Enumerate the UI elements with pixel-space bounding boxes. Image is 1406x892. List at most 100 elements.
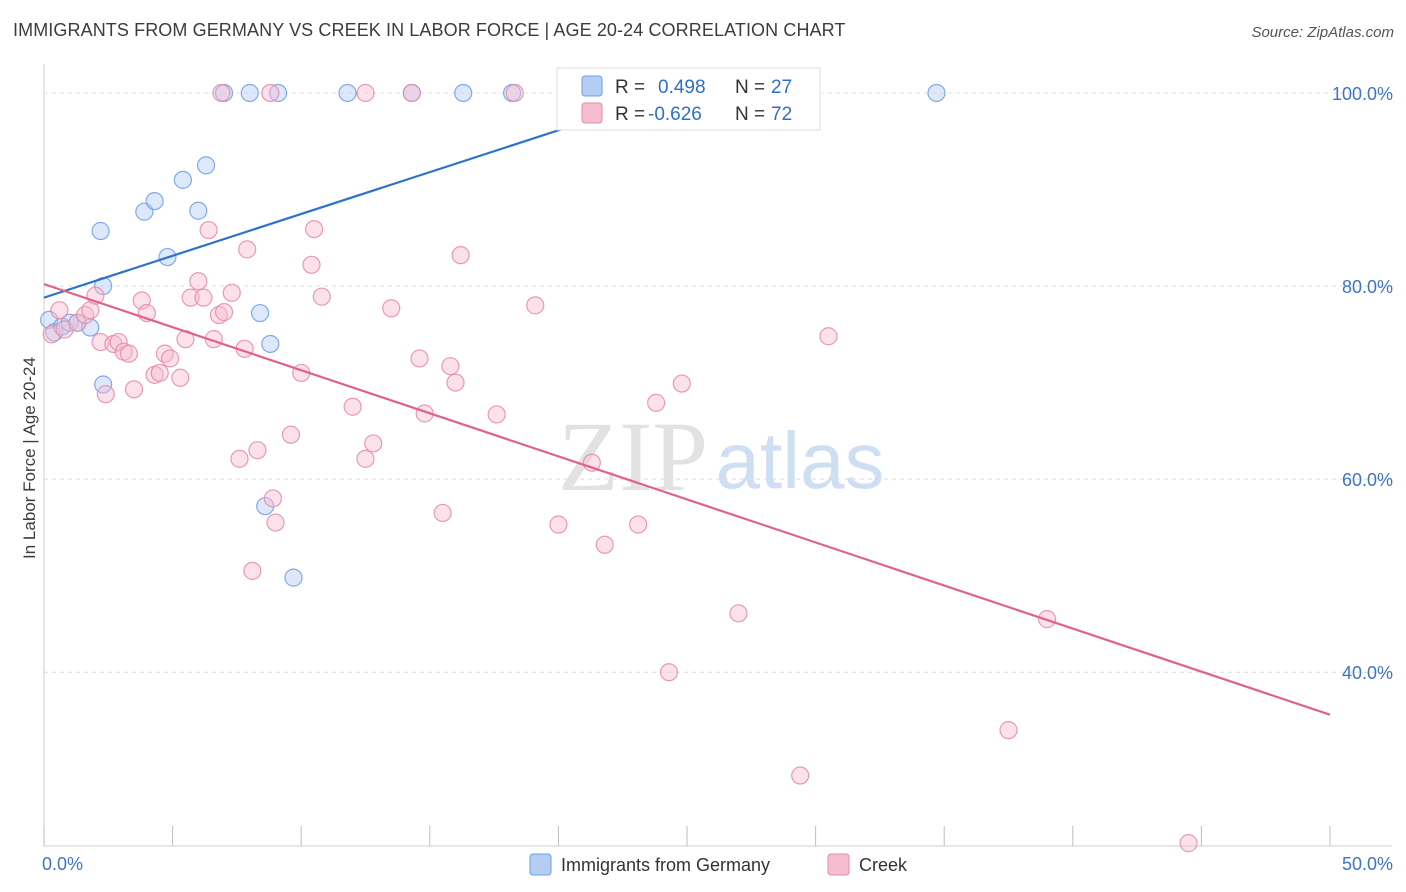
point-immigrants-from-germany bbox=[927, 83, 946, 103]
stats-r-value-creek: -0.626 bbox=[648, 104, 702, 125]
point-creek bbox=[549, 515, 568, 534]
point-creek bbox=[451, 246, 470, 265]
chart-title: IMMIGRANTS FROM GERMANY VS CREEK IN LABO… bbox=[13, 20, 846, 40]
x-tick-labels: 0.0% 50.0% bbox=[42, 854, 1393, 874]
point-immigrants-from-germany bbox=[261, 334, 280, 354]
point-creek bbox=[402, 83, 421, 103]
point-creek bbox=[819, 327, 838, 346]
point-creek bbox=[281, 425, 301, 444]
stats-swatch-germany bbox=[581, 75, 603, 97]
point-creek bbox=[212, 83, 231, 103]
point-immigrants-from-germany bbox=[145, 191, 164, 211]
point-immigrants-from-germany bbox=[454, 83, 473, 103]
watermark-atlas: atlas bbox=[716, 416, 885, 505]
point-immigrants-from-germany bbox=[250, 303, 270, 323]
point-immigrants-from-germany bbox=[91, 221, 110, 241]
point-creek bbox=[647, 393, 666, 412]
point-creek bbox=[302, 255, 321, 274]
point-creek bbox=[266, 513, 285, 532]
point-creek bbox=[150, 363, 169, 383]
legend-label-germany: Immigrants from Germany bbox=[561, 855, 770, 875]
point-creek bbox=[672, 374, 691, 393]
point-creek bbox=[81, 301, 100, 320]
point-creek bbox=[526, 296, 545, 315]
point-creek bbox=[214, 303, 234, 322]
grid-lines bbox=[44, 92, 1392, 673]
stats-n-value-germany: 27 bbox=[771, 77, 792, 98]
point-immigrants-from-germany bbox=[268, 83, 288, 103]
point-creek bbox=[171, 368, 190, 387]
point-immigrants-from-germany bbox=[338, 83, 357, 103]
point-creek bbox=[595, 535, 614, 554]
point-creek bbox=[343, 397, 362, 416]
point-creek bbox=[124, 380, 144, 399]
y-tick-labels: 40.0% 60.0% 80.0% 100.0% bbox=[1332, 84, 1393, 683]
legend-swatch-germany bbox=[529, 853, 552, 876]
point-creek bbox=[433, 503, 452, 523]
point-immigrants-from-germany bbox=[256, 497, 275, 516]
legend-swatch-creek bbox=[827, 853, 850, 876]
point-creek bbox=[312, 287, 331, 306]
source-label: Source: ZipAtlas.com bbox=[1251, 24, 1394, 41]
axes bbox=[43, 64, 1392, 847]
point-creek bbox=[209, 305, 228, 325]
stats-swatch-creek bbox=[581, 102, 603, 124]
point-immigrants-from-germany bbox=[189, 201, 208, 220]
point-creek bbox=[199, 220, 218, 240]
point-creek bbox=[659, 663, 679, 682]
point-immigrants-from-germany bbox=[196, 156, 216, 175]
point-creek bbox=[76, 305, 95, 325]
y-tick-label: 80.0% bbox=[1342, 277, 1393, 297]
x-tick-label-min: 0.0% bbox=[42, 854, 83, 874]
point-creek bbox=[243, 561, 262, 580]
point-creek bbox=[160, 349, 180, 368]
point-creek bbox=[155, 344, 174, 363]
point-creek bbox=[441, 357, 460, 376]
point-creek bbox=[230, 449, 249, 468]
watermark: ZIP atlas bbox=[558, 401, 884, 512]
point-creek bbox=[96, 385, 115, 404]
point-immigrants-from-germany bbox=[240, 83, 259, 103]
point-creek bbox=[261, 83, 280, 103]
y-tick-label: 60.0% bbox=[1342, 470, 1393, 490]
point-creek bbox=[238, 240, 257, 259]
stats-legend: R = 0.498 N = 27 R = -0.626 N = 72 bbox=[556, 67, 821, 131]
point-creek bbox=[50, 301, 69, 320]
point-immigrants-from-germany bbox=[284, 568, 303, 587]
stats-n-label-creek: N = bbox=[735, 104, 765, 125]
point-creek bbox=[263, 489, 283, 508]
point-creek bbox=[109, 332, 128, 352]
stats-n-label-germany: N = bbox=[735, 77, 765, 98]
point-creek bbox=[446, 373, 465, 392]
point-creek bbox=[222, 283, 241, 302]
series-legend: Immigrants from Germany Creek bbox=[529, 853, 908, 876]
point-immigrants-from-germany bbox=[173, 170, 192, 189]
y-tick-label: 100.0% bbox=[1332, 84, 1393, 104]
y-axis-label: In Labor Force | Age 20-24 bbox=[20, 357, 39, 559]
stats-r-label-creek: R = bbox=[615, 104, 645, 125]
point-creek bbox=[487, 405, 506, 424]
y-tick-label: 40.0% bbox=[1342, 663, 1393, 683]
point-creek bbox=[119, 344, 138, 363]
point-creek bbox=[304, 219, 324, 239]
trend-line-creek bbox=[43, 283, 1331, 716]
point-creek bbox=[410, 349, 429, 368]
point-creek bbox=[382, 299, 401, 318]
point-creek bbox=[356, 449, 375, 468]
point-creek bbox=[181, 288, 200, 307]
watermark-zip: ZIP bbox=[558, 401, 708, 512]
point-creek bbox=[729, 604, 748, 623]
legend-label-creek: Creek bbox=[859, 855, 908, 875]
point-creek bbox=[999, 721, 1018, 740]
point-creek bbox=[364, 434, 383, 453]
stats-r-value-germany: 0.498 bbox=[658, 77, 706, 98]
point-creek bbox=[189, 272, 208, 291]
point-creek bbox=[248, 441, 267, 460]
point-creek bbox=[505, 83, 524, 103]
point-creek bbox=[629, 515, 648, 534]
point-creek bbox=[68, 313, 87, 332]
x-tick-label-max: 50.0% bbox=[1342, 854, 1393, 874]
point-creek bbox=[194, 288, 213, 307]
stats-n-value-creek: 72 bbox=[771, 104, 792, 125]
